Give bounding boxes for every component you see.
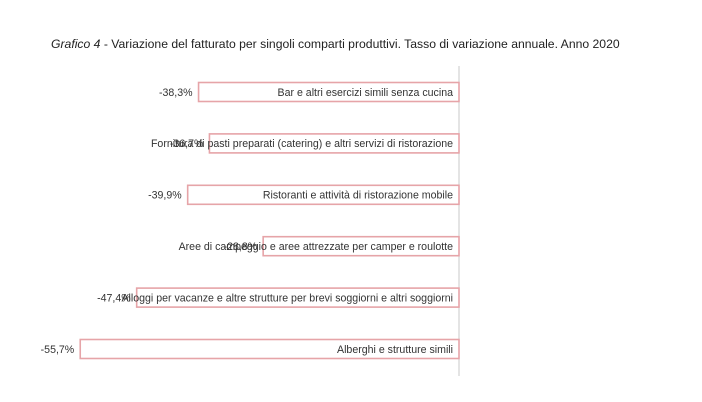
category-label-5: Alloggi per vacanze e altre strutture pe… xyxy=(121,292,453,304)
bar-1 xyxy=(197,81,460,103)
category-label-1: Bar e altri esercizi simili senza cucina xyxy=(278,87,454,99)
value-label-1: -38,3% xyxy=(159,87,193,99)
bar-2 xyxy=(208,133,460,154)
bar-3 xyxy=(186,184,460,206)
bar-6 xyxy=(79,338,460,360)
value-label-3: -39,9% xyxy=(148,190,182,202)
category-label-4: Aree di campeggio e aree attrezzate per … xyxy=(179,241,454,253)
bars-layer: Bar e altri esercizi simili senza cucina… xyxy=(41,81,460,360)
chart-title-separator: - xyxy=(100,37,112,51)
chart-title: Grafico 4 - Variazione del fatturato per… xyxy=(51,37,620,51)
category-label-2: Fornitura di pasti preparati (catering) … xyxy=(151,138,453,150)
bar-4 xyxy=(262,235,460,257)
chart-title-text: Variazione del fatturato per singoli com… xyxy=(111,37,620,51)
category-label-6: Alberghi e strutture simili xyxy=(337,344,453,356)
value-label-4: -28,8% xyxy=(224,241,258,253)
value-label-2: -36,7% xyxy=(170,138,204,150)
value-label-6: -55,7% xyxy=(41,344,75,356)
category-label-3: Ristoranti e attività di ristorazione mo… xyxy=(263,190,453,202)
value-label-5: -47,4% xyxy=(97,292,131,304)
chart-title-prefix: Grafico 4 xyxy=(51,37,101,51)
bar-5 xyxy=(135,287,460,308)
